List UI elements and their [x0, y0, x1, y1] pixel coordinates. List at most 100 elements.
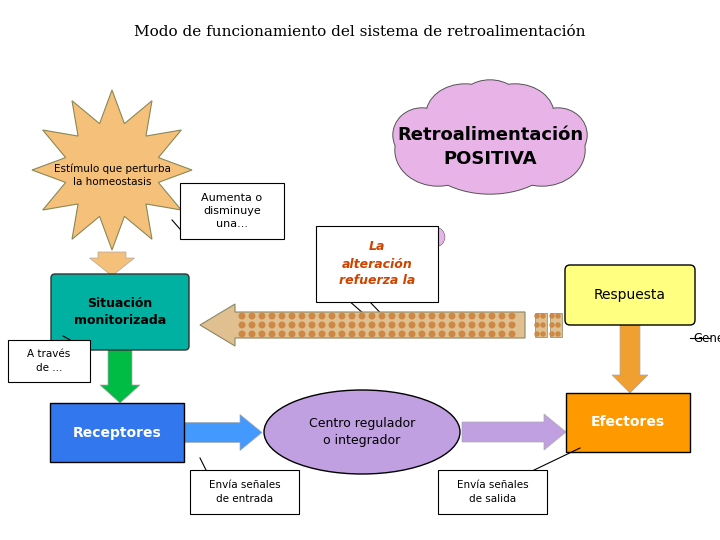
Circle shape [426, 228, 444, 246]
Circle shape [509, 313, 515, 319]
Circle shape [289, 313, 294, 319]
Circle shape [556, 332, 560, 336]
FancyBboxPatch shape [8, 340, 90, 382]
Ellipse shape [426, 84, 504, 146]
Circle shape [309, 331, 315, 337]
Ellipse shape [418, 97, 562, 193]
Text: La
alteración
refuerza la: La alteración refuerza la [339, 240, 415, 287]
FancyBboxPatch shape [180, 183, 284, 239]
Circle shape [499, 313, 505, 319]
Circle shape [469, 313, 474, 319]
Text: Envía señales
de salida: Envía señales de salida [456, 481, 528, 504]
Text: Generan: Generan [693, 332, 720, 345]
Text: Centro regulador
o integrador: Centro regulador o integrador [309, 417, 415, 447]
Polygon shape [32, 90, 192, 250]
Ellipse shape [459, 80, 521, 126]
Circle shape [489, 331, 495, 337]
Text: Efectores: Efectores [591, 415, 665, 429]
Text: Receptores: Receptores [73, 426, 161, 440]
Circle shape [300, 313, 305, 319]
Circle shape [419, 331, 425, 337]
Circle shape [399, 322, 405, 328]
Circle shape [369, 331, 375, 337]
Circle shape [390, 322, 395, 328]
Circle shape [319, 322, 325, 328]
Ellipse shape [460, 81, 520, 125]
Circle shape [279, 313, 285, 319]
Ellipse shape [477, 85, 553, 145]
FancyBboxPatch shape [190, 470, 299, 514]
Circle shape [459, 331, 465, 337]
Text: A través
de ...: A través de ... [27, 349, 71, 373]
Circle shape [239, 331, 245, 337]
FancyArrow shape [612, 322, 648, 393]
FancyBboxPatch shape [550, 313, 562, 337]
Circle shape [339, 313, 345, 319]
Ellipse shape [396, 115, 480, 185]
Circle shape [249, 313, 255, 319]
Circle shape [329, 322, 335, 328]
Circle shape [390, 331, 395, 337]
Circle shape [399, 331, 405, 337]
Circle shape [379, 313, 384, 319]
Circle shape [349, 313, 355, 319]
Circle shape [409, 331, 415, 337]
Circle shape [459, 313, 465, 319]
FancyBboxPatch shape [566, 393, 690, 452]
Circle shape [409, 322, 415, 328]
Circle shape [429, 331, 435, 337]
Ellipse shape [529, 108, 587, 162]
Circle shape [339, 331, 345, 337]
Circle shape [399, 313, 405, 319]
Circle shape [480, 322, 485, 328]
Circle shape [439, 313, 445, 319]
Circle shape [269, 322, 275, 328]
Circle shape [509, 331, 515, 337]
Circle shape [279, 331, 285, 337]
Circle shape [439, 331, 445, 337]
FancyBboxPatch shape [438, 470, 547, 514]
Circle shape [369, 322, 375, 328]
Circle shape [459, 322, 465, 328]
Circle shape [480, 331, 485, 337]
Circle shape [409, 313, 415, 319]
Circle shape [449, 331, 455, 337]
Circle shape [541, 314, 545, 318]
Ellipse shape [500, 115, 584, 185]
Circle shape [541, 323, 545, 327]
Circle shape [309, 313, 315, 319]
Text: Aumenta o
disminuye
una...: Aumenta o disminuye una... [202, 193, 263, 229]
FancyBboxPatch shape [51, 274, 189, 350]
Text: Retroalimentación
POSITIVA: Retroalimentación POSITIVA [397, 126, 583, 168]
Circle shape [300, 322, 305, 328]
Circle shape [329, 313, 335, 319]
Circle shape [550, 332, 554, 336]
Ellipse shape [530, 109, 586, 161]
FancyArrow shape [89, 252, 135, 276]
Circle shape [413, 246, 426, 259]
Circle shape [419, 322, 425, 328]
Circle shape [439, 322, 445, 328]
Circle shape [269, 313, 275, 319]
Circle shape [289, 331, 294, 337]
Ellipse shape [393, 108, 451, 162]
Circle shape [550, 323, 554, 327]
Circle shape [279, 322, 285, 328]
Text: Respuesta: Respuesta [594, 288, 666, 302]
FancyBboxPatch shape [565, 265, 695, 325]
Ellipse shape [427, 85, 503, 145]
Circle shape [379, 322, 384, 328]
Circle shape [535, 323, 539, 327]
Ellipse shape [394, 109, 450, 161]
Circle shape [509, 322, 515, 328]
Circle shape [414, 246, 426, 258]
Circle shape [550, 314, 554, 318]
Circle shape [249, 322, 255, 328]
Circle shape [349, 331, 355, 337]
Circle shape [469, 331, 474, 337]
Circle shape [556, 314, 560, 318]
FancyBboxPatch shape [535, 313, 547, 337]
Circle shape [239, 313, 245, 319]
FancyArrow shape [462, 414, 566, 450]
Circle shape [449, 313, 455, 319]
